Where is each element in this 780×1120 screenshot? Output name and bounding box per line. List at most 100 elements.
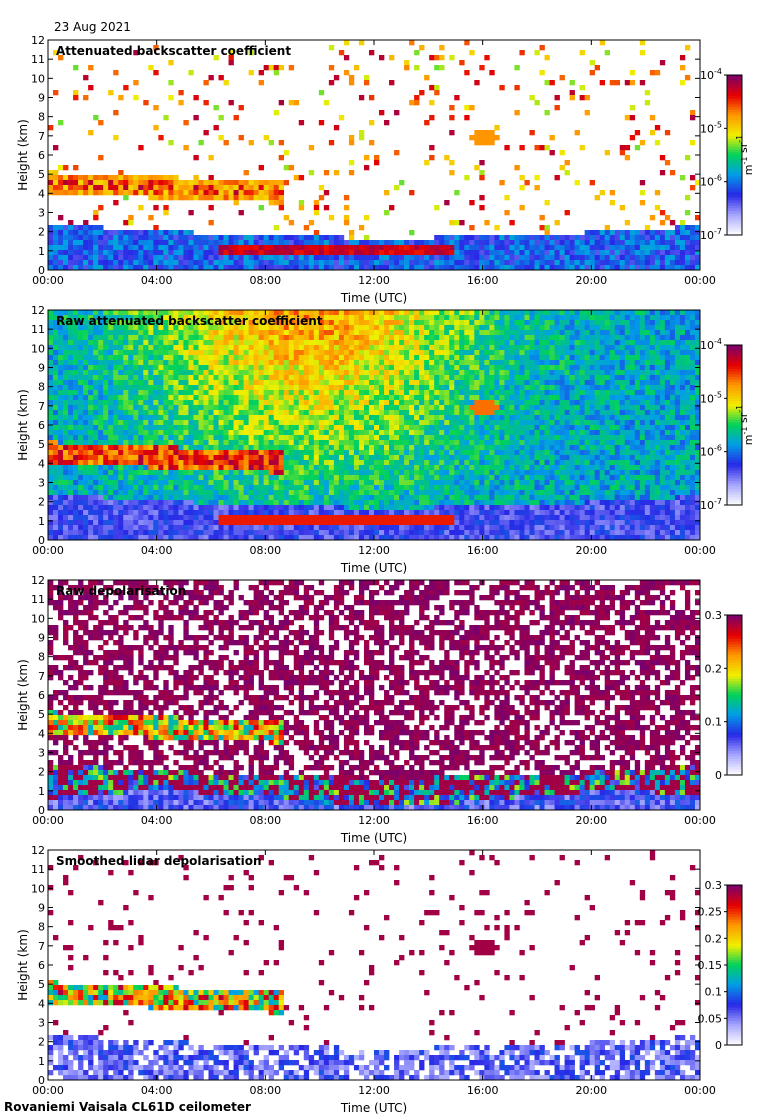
heatmap-cell (619, 385, 626, 391)
heatmap-cell (188, 320, 194, 326)
heatmap-cell (193, 375, 199, 381)
heatmap-cell (83, 370, 89, 376)
heatmap-cell (258, 205, 264, 211)
heatmap-cell (649, 315, 656, 321)
heatmap-cell (419, 250, 425, 256)
heatmap-cell (198, 415, 204, 421)
heatmap-cell (379, 345, 385, 351)
heatmap-cell (248, 410, 254, 416)
heatmap-cell (73, 400, 79, 406)
heatmap-cell (609, 395, 616, 401)
heatmap-cell (88, 225, 94, 231)
heatmap-cell (258, 410, 264, 416)
heatmap-cell (644, 380, 651, 386)
heatmap-cell (634, 405, 641, 411)
heatmap-cell (223, 340, 229, 346)
heatmap-cell (404, 380, 410, 386)
heatmap-cell (183, 345, 189, 351)
heatmap-cell (469, 365, 475, 371)
heatmap-cell (118, 410, 124, 416)
heatmap-cell (83, 320, 89, 326)
heatmap-cell (253, 260, 259, 266)
heatmap-cell (363, 430, 370, 436)
heatmap-cell (278, 335, 285, 341)
heatmap-cell (399, 435, 405, 441)
heatmap-cell (544, 390, 550, 396)
heatmap-cell (228, 350, 234, 356)
heatmap-cell (308, 380, 315, 386)
heatmap-cell (128, 420, 134, 426)
heatmap-cell (268, 255, 274, 261)
heatmap-cell (414, 255, 420, 261)
heatmap-cell (649, 215, 656, 221)
heatmap-cell (333, 170, 340, 176)
heatmap-cell (614, 235, 621, 241)
heatmap-cell (544, 400, 550, 406)
heatmap-cell (158, 415, 164, 421)
heatmap-cell (168, 355, 174, 361)
heatmap-cell (233, 400, 239, 406)
heatmap-cell (228, 100, 234, 106)
heatmap-cell (419, 435, 425, 441)
heatmap-cell (614, 420, 621, 426)
heatmap-cell (554, 310, 560, 316)
heatmap-cell (173, 310, 179, 316)
heatmap-cell (228, 360, 234, 366)
heatmap-cell (273, 365, 280, 371)
heatmap-cell (88, 235, 94, 241)
heatmap-cell (298, 320, 305, 326)
heatmap-cell (183, 350, 189, 356)
heatmap-cell (228, 315, 234, 321)
heatmap-cell (338, 315, 345, 321)
heatmap-cell (554, 405, 560, 411)
heatmap-cell (318, 350, 325, 356)
heatmap-cell (333, 425, 340, 431)
heatmap-cell (609, 375, 616, 381)
heatmap-cell (363, 395, 370, 401)
heatmap-cell (133, 310, 139, 316)
heatmap-cell (328, 340, 335, 346)
heatmap-cell (429, 395, 435, 401)
heatmap-cell (133, 180, 139, 186)
heatmap-cell (253, 395, 259, 401)
heatmap-cell (564, 415, 570, 421)
heatmap-cell (213, 375, 219, 381)
heatmap-cell (188, 425, 194, 431)
heatmap-cell (193, 255, 199, 261)
heatmap-cell (459, 260, 465, 266)
heatmap-cell (519, 250, 525, 256)
heatmap-cell (609, 370, 616, 376)
heatmap-cell (253, 350, 259, 356)
heatmap-cell (208, 335, 214, 341)
heatmap-cell (574, 245, 580, 251)
heatmap-cell (118, 385, 124, 391)
heatmap-cell (103, 380, 109, 386)
heatmap-cell (694, 355, 701, 361)
heatmap-cell (263, 360, 269, 366)
heatmap-cell (168, 340, 174, 346)
heatmap-cell (509, 220, 515, 226)
heatmap-cell (489, 325, 495, 331)
heatmap-cell (674, 410, 681, 416)
heatmap-cell (88, 425, 94, 431)
heatmap-cell (283, 340, 290, 346)
heatmap-cell (384, 340, 390, 346)
heatmap-cell (333, 410, 340, 416)
heatmap-cell (253, 355, 259, 361)
heatmap-cell (469, 380, 475, 386)
heatmap-cell (634, 265, 641, 271)
heatmap-cell (634, 320, 641, 326)
heatmap-cell (649, 420, 656, 426)
heatmap-cell (128, 345, 134, 351)
heatmap-cell (429, 365, 435, 371)
heatmap-cell (78, 410, 84, 416)
heatmap-cell (459, 350, 465, 356)
heatmap-cell (123, 360, 129, 366)
heatmap-cell (484, 375, 490, 381)
heatmap-cell (328, 360, 335, 366)
heatmap-cell (138, 190, 144, 196)
heatmap-cell (599, 360, 606, 366)
heatmap-cell (308, 355, 315, 361)
heatmap-cell (278, 430, 285, 436)
heatmap-cell (353, 350, 360, 356)
